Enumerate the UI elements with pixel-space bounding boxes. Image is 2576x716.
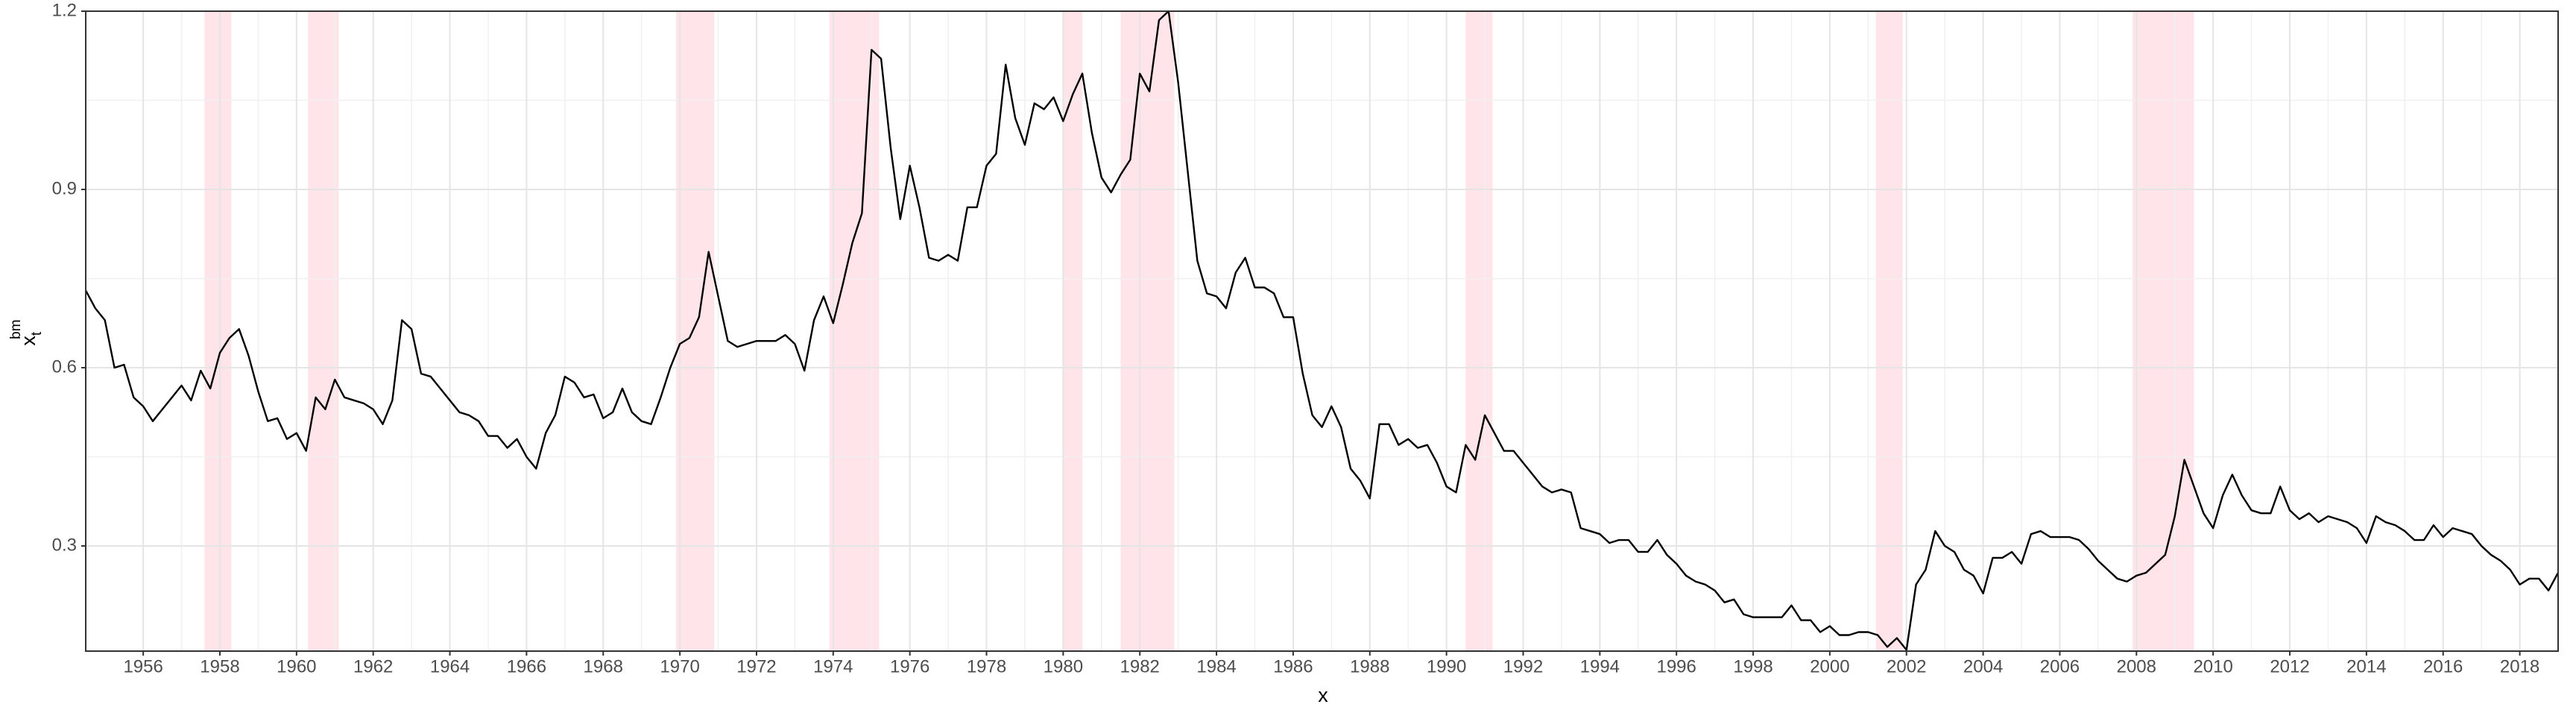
x-tick-label: 1982 bbox=[1120, 656, 1160, 676]
x-tick-label: 1980 bbox=[1044, 656, 1083, 676]
x-tick-label: 1974 bbox=[813, 656, 853, 676]
x-tick-label: 1968 bbox=[584, 656, 623, 676]
x-tick-label: 1960 bbox=[277, 656, 316, 676]
y-tick-label: 0.6 bbox=[52, 357, 77, 377]
x-tick-label: 2018 bbox=[2500, 656, 2539, 676]
x-tick-label: 2014 bbox=[2346, 656, 2386, 676]
shaded-period bbox=[675, 11, 715, 651]
panel-border bbox=[85, 10, 2559, 652]
shaded-period bbox=[1875, 11, 1903, 651]
x-tick-label: 2004 bbox=[1963, 656, 2003, 676]
x-tick-label: 1978 bbox=[967, 656, 1006, 676]
shaded-period bbox=[829, 11, 880, 651]
y-axis-title-sup: bm bbox=[8, 319, 24, 339]
x-tick-label: 1966 bbox=[507, 656, 546, 676]
x-tick-label: 2002 bbox=[1887, 656, 1926, 676]
x-tick-label: 2010 bbox=[2193, 656, 2232, 676]
x-axis-title: x bbox=[1318, 684, 1328, 706]
x-tick-label: 2012 bbox=[2270, 656, 2309, 676]
y-tick-label: 0.9 bbox=[52, 178, 77, 198]
x-tick-label: 2016 bbox=[2423, 656, 2463, 676]
x-tick-label: 1996 bbox=[1656, 656, 1696, 676]
x-tick-label: 1972 bbox=[736, 656, 776, 676]
data-layer bbox=[84, 10, 2560, 651]
y-axis-title-sub: t bbox=[29, 331, 45, 336]
axes-layer: 1956 1958 1960 1962 1964 1966 1968 1970 1972 1974… bbox=[52, 0, 2559, 676]
x-tick-label: 1976 bbox=[890, 656, 929, 676]
x-tick-label: 1990 bbox=[1427, 656, 1466, 676]
x-tick-label: 2006 bbox=[2040, 656, 2080, 676]
data-line bbox=[84, 10, 2560, 651]
shaded-period bbox=[308, 11, 339, 651]
y-axis-title: xtbm bbox=[8, 319, 45, 345]
x-tick-label: 1956 bbox=[123, 656, 162, 676]
x-tick-label: 1998 bbox=[1733, 656, 1772, 676]
shading-layer bbox=[204, 11, 2194, 651]
x-tick-label: 1970 bbox=[660, 656, 699, 676]
x-tick-label: 1986 bbox=[1273, 656, 1313, 676]
grid-layer bbox=[86, 10, 2558, 651]
x-tick-label: 1992 bbox=[1503, 656, 1543, 676]
x-tick-label: 1984 bbox=[1196, 656, 1236, 676]
shaded-period bbox=[1120, 11, 1175, 651]
x-tick-label: 1964 bbox=[430, 656, 470, 676]
shaded-period bbox=[1063, 11, 1083, 651]
y-axis-title-main: x bbox=[17, 336, 40, 346]
shaded-period bbox=[1465, 11, 1493, 651]
y-tick-label: 1.2 bbox=[52, 0, 77, 20]
x-tick-label: 1994 bbox=[1580, 656, 1620, 676]
x-tick-label: 2000 bbox=[1810, 656, 1849, 676]
shaded-period bbox=[204, 11, 232, 651]
y-tick-label: 0.3 bbox=[52, 535, 77, 555]
x-tick-label: 1988 bbox=[1350, 656, 1389, 676]
x-tick-label: 2008 bbox=[2117, 656, 2156, 676]
x-tick-label: 1958 bbox=[200, 656, 239, 676]
shaded-period bbox=[2133, 11, 2194, 651]
x-tick-label: 1962 bbox=[353, 656, 393, 676]
